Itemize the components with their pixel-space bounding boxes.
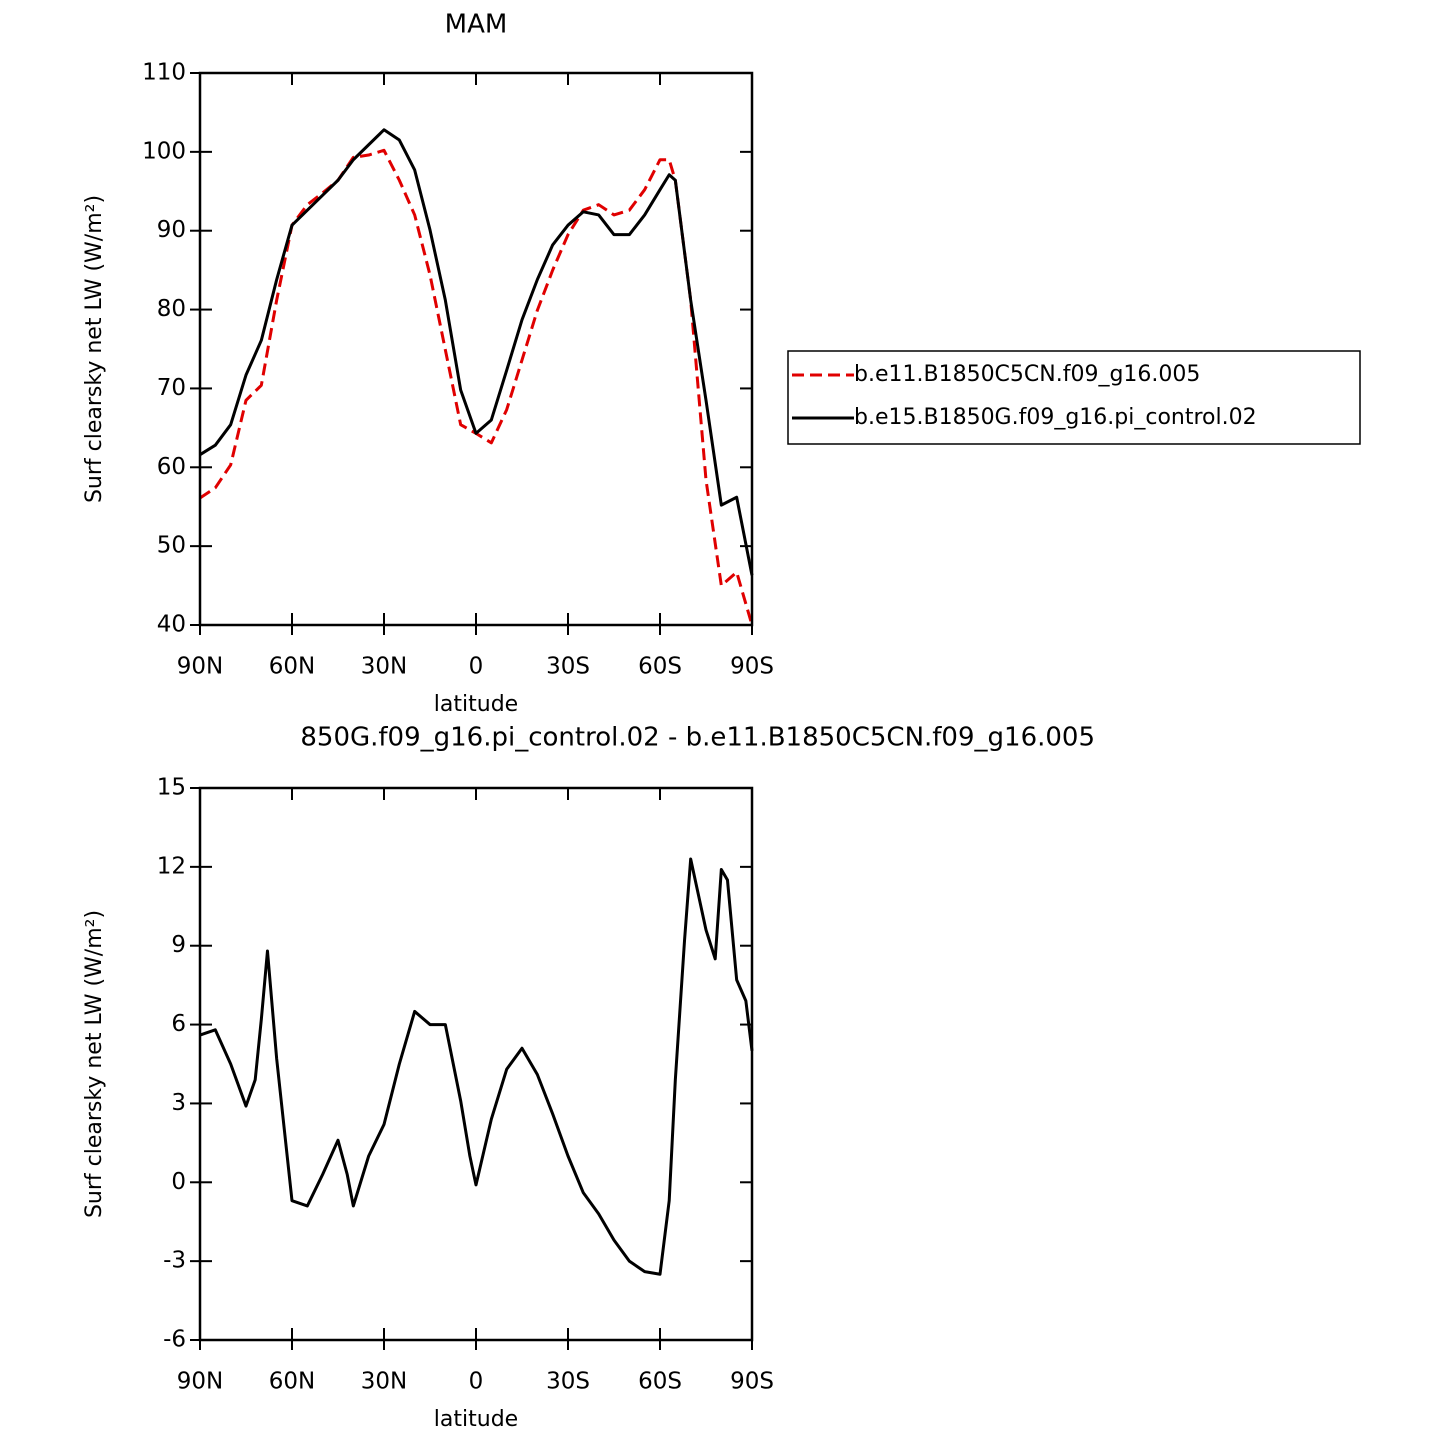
y-tick-label: -3	[163, 1248, 186, 1274]
legend-label: b.e15.B1850G.f09_g16.pi_control.02	[854, 405, 1257, 430]
x-tick-label: 90S	[730, 1369, 774, 1395]
y-axis-label: Surf clearsky net LW (W/m²)	[82, 195, 107, 503]
x-tick-label: 60N	[269, 1369, 315, 1395]
y-tick-label: 12	[157, 853, 186, 879]
x-tick-label: 30N	[361, 1369, 407, 1395]
x-tick-label: 60S	[638, 1369, 682, 1395]
x-axis-label: latitude	[434, 692, 518, 717]
chart-title: MAM	[445, 10, 508, 40]
x-tick-label: 30S	[546, 654, 590, 680]
y-tick-label: 80	[157, 296, 186, 322]
x-tick-label: 0	[469, 654, 484, 680]
plot-frame	[198, 786, 754, 1342]
y-tick-label: -6	[163, 1327, 186, 1353]
y-tick-label: 40	[157, 612, 186, 638]
x-tick-label: 0	[469, 1369, 484, 1395]
y-tick-label: 110	[142, 60, 186, 86]
y-tick-label: 100	[142, 138, 186, 164]
y-tick-label: 6	[171, 1011, 186, 1037]
y-tick-label: 50	[157, 533, 186, 559]
x-tick-label: 30S	[546, 1369, 590, 1395]
y-tick-label: 90	[157, 217, 186, 243]
y-tick-label: 3	[171, 1090, 186, 1116]
plot-frame	[198, 71, 754, 627]
y-tick-label: 9	[171, 932, 186, 958]
chart-title: 850G.f09_g16.pi_control.02 - b.e11.B1850…	[300, 723, 1095, 753]
y-tick-label: 0	[171, 1169, 186, 1195]
data-line	[199, 857, 754, 1276]
x-tick-label: 60S	[638, 654, 682, 680]
y-axis-label: Surf clearsky net LW (W/m²)	[82, 910, 107, 1218]
x-tick-label: 90N	[177, 1369, 223, 1395]
data-line	[199, 148, 754, 626]
x-tick-label: 60N	[269, 654, 315, 680]
x-axis-label: latitude	[434, 1407, 518, 1432]
y-tick-label: 70	[157, 375, 186, 401]
legend-box	[787, 350, 1361, 445]
y-tick-label: 60	[157, 454, 186, 480]
x-tick-label: 30N	[361, 654, 407, 680]
legend-label: b.e11.B1850C5CN.f09_g16.005	[854, 362, 1200, 387]
y-tick-label: 15	[157, 775, 186, 801]
x-tick-label: 90N	[177, 654, 223, 680]
x-tick-label: 90S	[730, 654, 774, 680]
data-line	[199, 128, 754, 576]
